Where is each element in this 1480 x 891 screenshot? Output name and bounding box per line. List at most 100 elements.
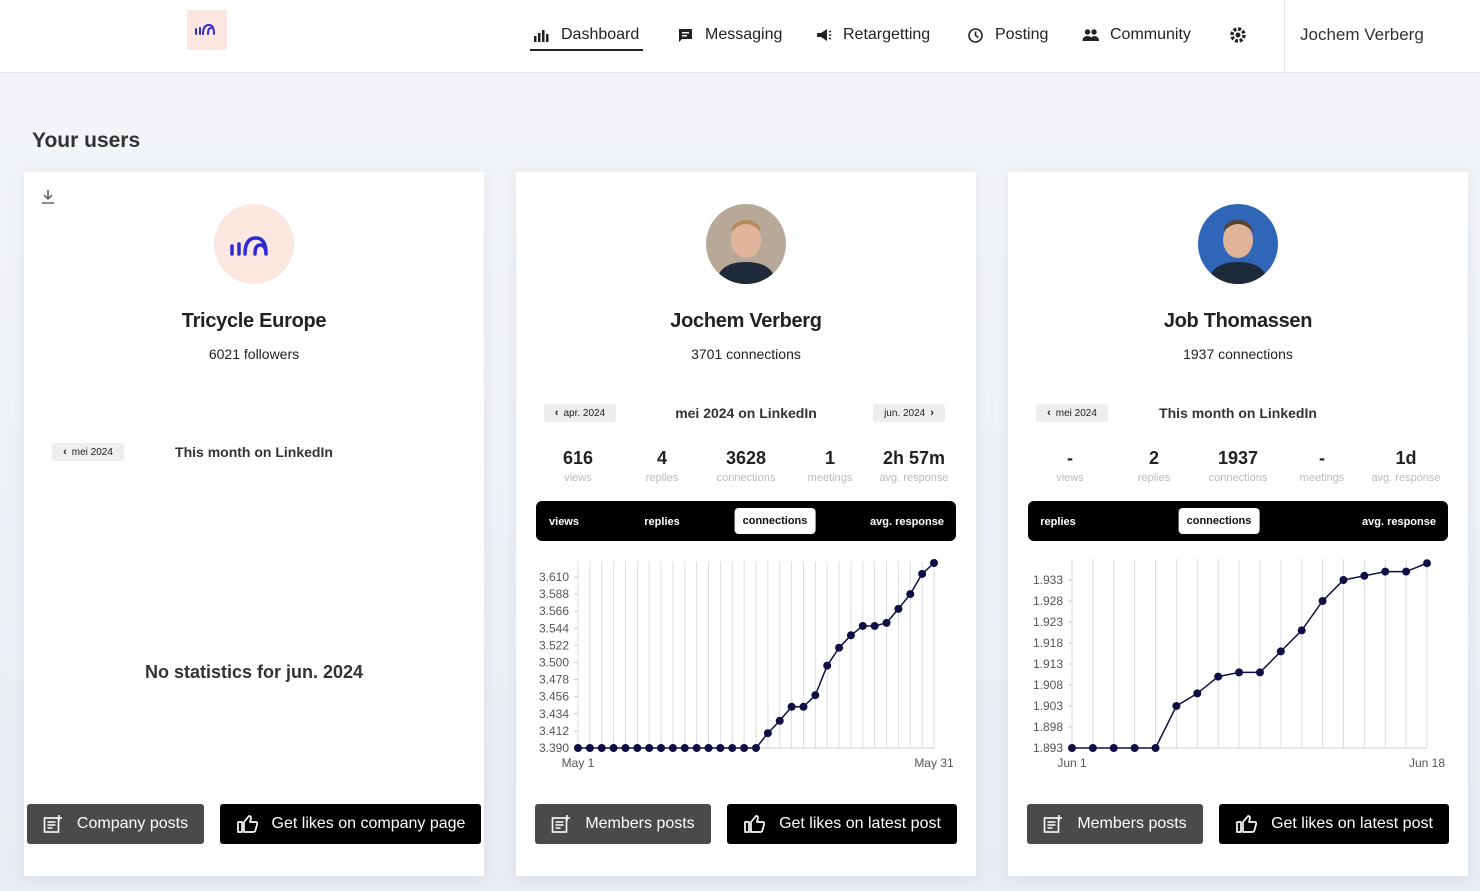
tab[interactable]: avg. response <box>1362 516 1436 528</box>
period-title: mei 2024 on LinkedIn <box>675 405 817 421</box>
point <box>740 744 749 752</box>
point <box>846 631 855 640</box>
y-tick-label: 3.478 <box>539 673 569 687</box>
likes-button[interactable]: Get likes on latest post <box>727 804 957 844</box>
prev-label: mei 2024 <box>71 447 113 458</box>
user-card: Jochem Verberg 3701 connections ‹ apr. 2024… <box>516 172 976 876</box>
prev-month[interactable]: ‹ mei 2024 <box>1036 404 1108 422</box>
nav-label: Messaging <box>705 26 783 43</box>
x-tick-label: Jun 18 <box>1409 756 1445 770</box>
tab[interactable]: views <box>549 516 579 528</box>
nav-icon <box>1082 28 1099 41</box>
nav-icon <box>968 27 983 43</box>
point <box>728 744 737 752</box>
point <box>1255 668 1264 677</box>
posts-button[interactable]: Members posts <box>1027 804 1203 844</box>
posts-button[interactable]: Company posts <box>27 804 204 844</box>
point <box>1318 597 1327 605</box>
stat-value: 4 <box>656 448 667 468</box>
likes-label: Get likes on company page <box>271 815 466 832</box>
x-tick-label: May 31 <box>914 756 954 770</box>
tab-bar: replies connections avg. response <box>1028 501 1448 541</box>
user-subtitle: 6021 followers <box>208 346 300 362</box>
user-name[interactable]: Jochem Verberg <box>1300 25 1424 44</box>
stat-label: connections <box>716 472 776 484</box>
posts-icon <box>1044 815 1063 833</box>
x-tick-label: Jun 1 <box>1057 756 1087 770</box>
settings-icon[interactable] <box>1229 26 1247 44</box>
stat-label: avg. response <box>879 472 949 484</box>
divider <box>1284 0 1285 72</box>
point <box>894 604 903 613</box>
nav-item[interactable]: Retargetting <box>815 24 930 46</box>
point <box>1151 744 1160 752</box>
x-tick-label: May 1 <box>562 756 595 770</box>
next-month[interactable]: jun. 2024 › <box>873 404 945 422</box>
point <box>906 590 915 599</box>
stat-label: meetings <box>1299 472 1345 484</box>
point <box>621 744 630 752</box>
nav-item[interactable]: Dashboard <box>533 24 639 46</box>
y-tick-label: 1.898 <box>1033 720 1063 734</box>
chart: 1.893 1.898 1.903 1.908 1.913 1.918 1.923 1.928… <box>1033 559 1445 770</box>
user-name: Jochem Verberg <box>670 310 822 332</box>
point <box>1130 744 1139 752</box>
y-tick-label: 1.893 <box>1033 741 1063 755</box>
next-label: jun. 2024 <box>884 408 926 419</box>
y-tick-label: 3.434 <box>539 707 569 721</box>
tab[interactable]: avg. response <box>870 516 944 528</box>
stat-value: 2 <box>1148 448 1159 468</box>
point <box>1423 559 1431 568</box>
point <box>1402 567 1411 576</box>
chevron-right: › <box>930 407 934 419</box>
point <box>633 744 642 752</box>
posts-button[interactable]: Members posts <box>535 804 711 844</box>
point <box>704 744 713 752</box>
stat-value: - <box>1319 448 1325 468</box>
y-tick-label: 1.933 <box>1033 573 1063 587</box>
user-card: Job Thomassen 1937 connections ‹ mei 2024 Th… <box>1008 172 1468 876</box>
y-tick-label: 3.412 <box>539 724 569 738</box>
stat-label: avg. response <box>1371 472 1441 484</box>
nav-item[interactable]: Messaging <box>677 24 782 46</box>
logo[interactable] <box>187 10 227 50</box>
stat-label: replies <box>645 472 679 484</box>
user-name: Tricycle Europe <box>181 310 327 332</box>
point <box>1109 744 1118 752</box>
point <box>799 702 808 711</box>
tab[interactable]: connections <box>734 508 816 534</box>
tab[interactable]: replies <box>644 516 680 528</box>
point <box>930 559 938 568</box>
point <box>858 621 867 630</box>
period-title: This month on LinkedIn <box>175 444 333 460</box>
nav-icon <box>679 28 692 42</box>
tab[interactable]: replies <box>1040 516 1076 528</box>
prev-month[interactable]: ‹ apr. 2024 <box>544 404 616 422</box>
posts-label: Company posts <box>76 815 189 832</box>
nav-icon <box>817 28 832 41</box>
y-tick-label: 3.588 <box>539 587 569 601</box>
point <box>645 744 654 752</box>
stat-label: views <box>1056 472 1084 484</box>
stat-label: meetings <box>807 472 853 484</box>
point <box>823 661 832 670</box>
point <box>835 643 844 652</box>
user-subtitle: 3701 connections <box>691 346 801 362</box>
y-tick-label: 3.522 <box>539 638 569 652</box>
point <box>597 744 606 752</box>
nav-item[interactable]: Posting <box>967 24 1048 46</box>
posts-label: Members posts <box>585 815 695 832</box>
tab[interactable]: connections <box>1178 508 1260 534</box>
nav-label: Dashboard <box>561 26 640 43</box>
likes-button[interactable]: Get likes on company page <box>220 804 481 844</box>
thumb-icon <box>744 815 766 833</box>
nav-label: Community <box>1110 26 1191 43</box>
prev-month[interactable]: ‹ mei 2024 <box>52 443 124 461</box>
thumb-icon <box>1236 815 1258 833</box>
point <box>1068 744 1076 752</box>
nav-item[interactable]: Community <box>1082 24 1191 46</box>
stat-value: 1 <box>824 448 835 468</box>
likes-button[interactable]: Get likes on latest post <box>1219 804 1449 844</box>
y-tick-label: 3.566 <box>539 604 569 618</box>
download-icon[interactable] <box>40 189 56 205</box>
